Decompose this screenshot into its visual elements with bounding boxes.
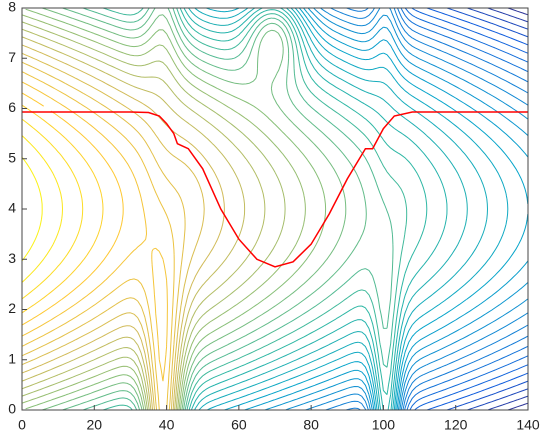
x-tick-label: 40 [159, 417, 175, 433]
x-tick-label: 20 [86, 417, 102, 433]
contour-line [62, 7, 367, 411]
y-tick-label: 0 [8, 401, 16, 417]
y-tick-label: 7 [8, 49, 16, 65]
contour-line [21, 135, 63, 283]
contour-line [467, 7, 529, 411]
contour-line [21, 36, 246, 411]
contour-line [21, 71, 175, 411]
x-tick-label: 140 [516, 417, 540, 433]
y-tick-label: 2 [8, 300, 16, 316]
y-tick-label: 6 [8, 99, 16, 115]
contour-line [325, 7, 529, 411]
plot-frame [21, 7, 529, 411]
contour-line [426, 7, 529, 411]
x-tick-label: 0 [18, 417, 26, 433]
contour-line [21, 92, 124, 326]
contour-line [179, 7, 428, 411]
x-tick-label: 60 [231, 417, 247, 433]
contour-line [21, 61, 186, 411]
y-tick-label: 3 [8, 250, 16, 266]
contour-line [411, 7, 529, 411]
contour-line [82, 7, 394, 411]
contour-line [345, 7, 529, 411]
x-tick-label: 120 [444, 417, 468, 433]
contour-line [21, 52, 205, 411]
contour-line [224, 7, 529, 411]
y-tick-label: 1 [8, 350, 16, 366]
contour-line [507, 7, 529, 411]
contour-line [21, 104, 104, 314]
contour-line [21, 44, 225, 411]
contour-line [400, 7, 529, 411]
contour-line [21, 21, 286, 411]
y-tick-label: 8 [8, 0, 16, 15]
contour-field [21, 7, 529, 411]
y-tick-label: 5 [8, 149, 16, 165]
contour-line [188, 7, 468, 411]
contour-line [25, 8, 327, 411]
y-tick-label: 4 [8, 200, 16, 216]
contour-line [21, 81, 168, 382]
red-curve [22, 111, 528, 268]
contour-line [21, 118, 84, 300]
contour-line [21, 156, 43, 262]
x-tick-label: 80 [303, 417, 319, 433]
contour-line [21, 14, 306, 411]
contour-line [206, 7, 509, 411]
contour-line [183, 7, 448, 411]
x-tick-label: 100 [372, 417, 396, 433]
contour-line [21, 28, 266, 411]
contour-line [404, 7, 529, 411]
